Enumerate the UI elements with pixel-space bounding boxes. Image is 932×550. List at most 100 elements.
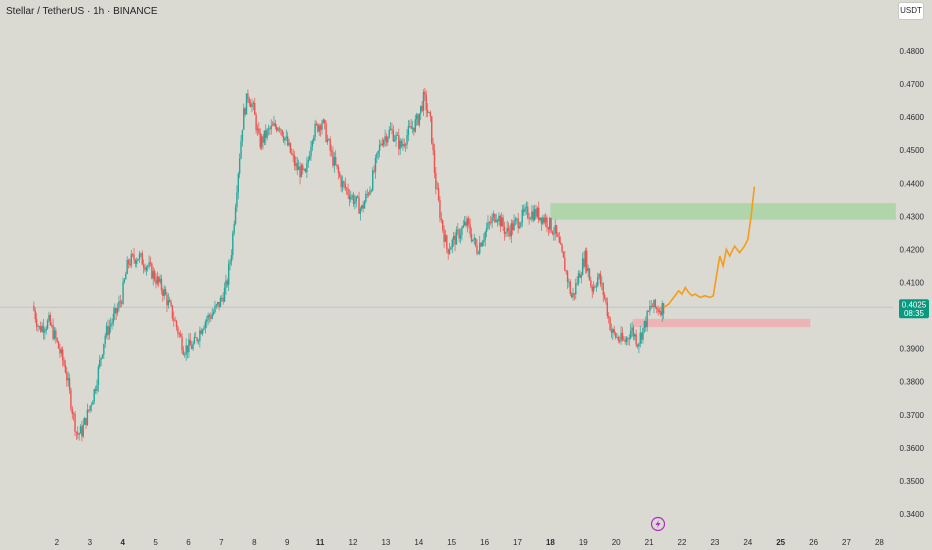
candle-body [222, 297, 224, 302]
candle-body [636, 344, 639, 347]
candle-body [369, 190, 371, 195]
candle-body [628, 338, 630, 340]
candle-body [66, 372, 68, 381]
candle-body [125, 273, 127, 280]
candle-body [487, 222, 489, 229]
candle-body [251, 103, 253, 108]
candle-body [236, 192, 238, 208]
candle-body [212, 312, 215, 315]
candle-body [296, 163, 298, 170]
candle-body [437, 188, 440, 201]
candle-body [71, 408, 73, 415]
price-tick-label: 0.4400 [900, 179, 925, 188]
price-axis[interactable]: 0.4800 0.4700 0.4600 0.4500 0.4400 0.4300 0.42… [900, 47, 925, 519]
candle-body [446, 235, 448, 249]
candle-body [513, 220, 515, 231]
candle-body [273, 123, 275, 126]
candle-body [481, 242, 484, 247]
candle-body [126, 259, 128, 274]
lightning-icon[interactable] [650, 516, 666, 532]
candle-body [278, 128, 281, 130]
candle-body [462, 225, 464, 228]
candle-body [558, 236, 561, 243]
candle-countdown: 08:35 [904, 309, 925, 318]
price-tick-label: 0.3900 [900, 345, 925, 354]
candle-body [632, 327, 635, 337]
candle-body [620, 332, 622, 342]
candle-body [439, 200, 441, 219]
time-tick-label: 2 [55, 538, 60, 547]
candle-body [249, 103, 252, 108]
candle-body [215, 304, 218, 306]
candle-body [307, 159, 309, 163]
time-axis[interactable]: 2 3 4 5 6 7 8 9 11 12 13 14 15 16 17 18 19 20 21 22 23 24 25 26… [55, 538, 885, 547]
candle-body [584, 250, 587, 267]
candle-body [319, 125, 322, 130]
candle-body [115, 308, 117, 313]
candle-body [322, 119, 325, 123]
candle-body [479, 242, 481, 254]
candle-body [638, 343, 640, 347]
candle-body [627, 337, 629, 339]
price-tick-label: 0.3600 [900, 444, 925, 453]
candle-body [586, 250, 588, 272]
candle-body [480, 242, 482, 247]
currency-unit-button[interactable]: USDT [898, 2, 924, 20]
candle-body [457, 229, 459, 231]
candle-body [89, 405, 91, 411]
candle-body [304, 169, 307, 173]
candle-body [583, 258, 585, 267]
candle-body [538, 207, 540, 221]
candle-body [42, 325, 45, 333]
candle-body [276, 126, 278, 131]
candle-body [546, 217, 548, 228]
candle-body [260, 136, 263, 148]
candle-body [185, 345, 187, 355]
candle-body [407, 126, 410, 136]
candle-body [565, 270, 567, 272]
price-tick-label: 0.3800 [900, 378, 925, 387]
candle-body [544, 217, 547, 223]
candle-body [345, 187, 348, 189]
candle-body [181, 336, 183, 351]
candle-body [182, 350, 185, 355]
candle-body [112, 313, 115, 323]
candle-body [101, 354, 104, 358]
candle-body [623, 339, 625, 341]
candle-body [507, 227, 510, 231]
candle-body [348, 194, 351, 200]
candle-body [48, 314, 50, 321]
time-tick-label: 24 [743, 538, 752, 547]
candle-body [463, 221, 466, 226]
candle-body [114, 308, 116, 314]
candle-body [410, 126, 412, 129]
candle-body [343, 181, 345, 184]
candle-body [631, 327, 633, 331]
candle-body [122, 282, 124, 304]
time-tick-label: 21 [645, 538, 654, 547]
candle-body [516, 218, 518, 220]
price-tick-label: 0.4500 [900, 146, 925, 155]
candle-body [414, 119, 416, 132]
candle-body [536, 207, 539, 217]
candle-body [81, 426, 83, 437]
candle-body [108, 326, 111, 335]
candle-body [45, 328, 47, 331]
candle-body [647, 311, 650, 312]
candle-body [662, 303, 665, 314]
candle-body [595, 285, 598, 287]
candle-body [208, 315, 211, 317]
candle-body [97, 366, 100, 386]
candle-body [269, 128, 271, 130]
candle-body [104, 335, 106, 344]
candle-body [603, 294, 606, 298]
candle-body [158, 276, 160, 283]
candle-body [543, 217, 545, 223]
candle-body [282, 135, 285, 141]
candle-body [554, 225, 556, 234]
candle-body [210, 316, 212, 319]
candle-body [46, 320, 49, 329]
candle-body [376, 153, 378, 159]
candle-body [330, 150, 333, 152]
